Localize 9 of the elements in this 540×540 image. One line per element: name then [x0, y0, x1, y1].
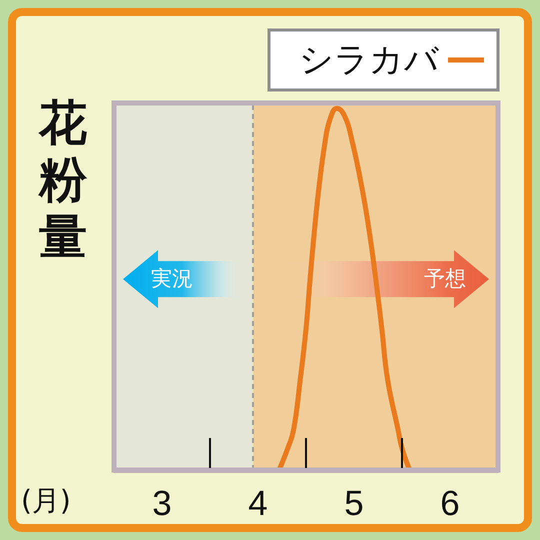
band-label: 予想	[424, 266, 466, 291]
x-tick-label: 6	[440, 484, 460, 523]
band-label: 実況	[151, 266, 193, 291]
x-tick-label: 3	[152, 484, 172, 523]
x-tick-label: 5	[344, 484, 364, 523]
x-axis-title: (月)	[21, 484, 71, 517]
x-tick-label: 4	[248, 484, 268, 523]
y-axis-title: 花粉量	[38, 95, 88, 266]
legend-label: シラカバ	[299, 40, 439, 80]
